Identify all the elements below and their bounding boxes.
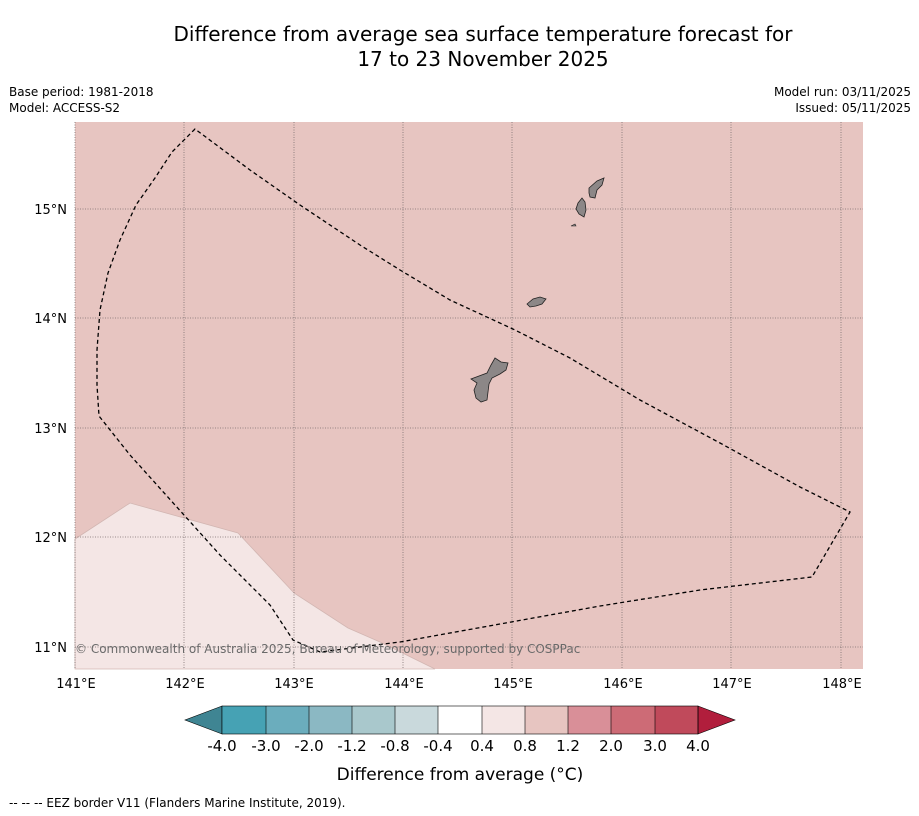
lon-label: 147°E (712, 677, 752, 692)
colorbar-tick: 2.0 (599, 737, 623, 755)
island-rota (526, 296, 547, 308)
island-saipan (588, 177, 605, 199)
chart-title: Difference from average sea surface temp… (0, 22, 919, 72)
lat-label: 14°N (34, 312, 67, 327)
lon-label: 141°E (56, 677, 96, 692)
colorbar-bin (655, 706, 698, 734)
colorbar-tick: -0.4 (423, 737, 452, 755)
colorbar: -4.0 -3.0 -2.0 -1.2 -0.8 -0.4 0.4 0.8 1.… (184, 705, 736, 785)
colorbar-bin (568, 706, 611, 734)
colorbar-tick: 0.8 (513, 737, 537, 755)
colorbar-tick: -1.2 (337, 737, 366, 755)
island-tinian (575, 197, 587, 218)
title-line-2: 17 to 23 November 2025 (357, 47, 609, 71)
colorbar-bin (482, 706, 525, 734)
colorbar-bin (611, 706, 655, 734)
lat-label: 13°N (34, 422, 67, 437)
colorbar-tick: -4.0 (207, 737, 236, 755)
lat-label: 11°N (34, 641, 67, 656)
colorbar-tick: -0.8 (380, 737, 409, 755)
lon-label: 142°E (165, 677, 205, 692)
colorbar-ticks: -4.0 -3.0 -2.0 -1.2 -0.8 -0.4 0.4 0.8 1.… (207, 737, 710, 755)
colorbar-label: Difference from average (°C) (337, 765, 584, 785)
lat-label: 15°N (34, 203, 67, 218)
colorbar-bin (525, 706, 568, 734)
model-name: Model: ACCESS-S2 (9, 101, 121, 115)
lon-label: 145°E (493, 677, 533, 692)
meta-left: Base period: 1981-2018 Model: ACCESS-S2 (9, 84, 154, 116)
colorbar-bin (266, 706, 309, 734)
colorbar-bin (309, 706, 352, 734)
lon-label: 143°E (274, 677, 314, 692)
meta-right: Model run: 03/11/2025 Issued: 05/11/2025 (774, 84, 911, 116)
eez-border (96, 128, 851, 653)
colorbar-extend-low (184, 705, 223, 735)
colorbar-tick: 3.0 (643, 737, 667, 755)
lat-labels: 15°N 14°N 13°N 12°N 11°N (34, 203, 67, 656)
issued-date: Issued: 05/11/2025 (795, 101, 911, 115)
gridlines (75, 122, 863, 669)
colorbar-bin (438, 706, 482, 734)
colorbar-dividers (221, 705, 699, 735)
lon-label: 146°E (603, 677, 643, 692)
island-guam (470, 357, 509, 403)
colorbar-extend-high (697, 705, 736, 735)
title-line-1: Difference from average sea surface temp… (173, 22, 793, 46)
colorbar-tick: -2.0 (294, 737, 323, 755)
colorbar-bin (352, 706, 395, 734)
model-run: Model run: 03/11/2025 (773, 85, 911, 99)
eez-legend: -- -- -- EEZ border V11 (Flanders Marine… (9, 796, 346, 810)
colorbar-bin (222, 706, 266, 734)
island-aguijan (570, 223, 577, 227)
colorbar-tick: 0.4 (470, 737, 494, 755)
colorbar-tick: 1.2 (556, 737, 580, 755)
copyright-text: © Commonwealth of Australia 2025, Bureau… (75, 642, 580, 656)
lon-label: 144°E (384, 677, 424, 692)
base-period: Base period: 1981-2018 (9, 85, 154, 99)
colorbar-tick: -3.0 (251, 737, 280, 755)
anomaly-region-light (74, 502, 436, 670)
land (470, 177, 605, 403)
lon-labels: 141°E 142°E 143°E 144°E 145°E 146°E 147°… (56, 677, 862, 692)
colorbar-tick: 4.0 (686, 737, 710, 755)
colorbar-bin (395, 706, 438, 734)
lon-label: 148°E (822, 677, 862, 692)
lat-label: 12°N (34, 531, 67, 546)
